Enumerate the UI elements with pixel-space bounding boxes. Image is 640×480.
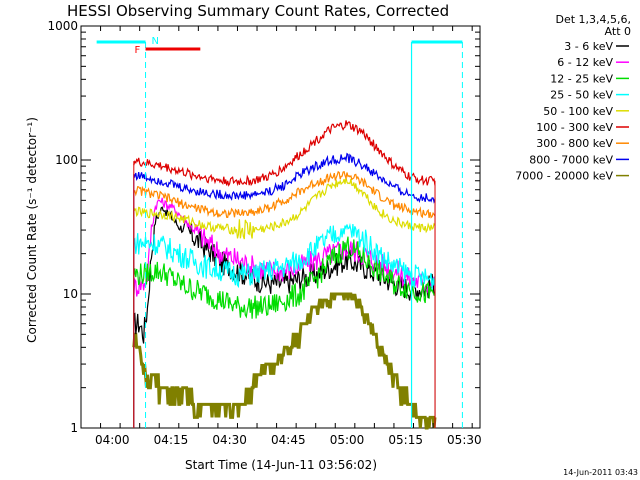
y-tick-label: 1 (70, 421, 78, 435)
legend-entry: 300 - 800 keV (536, 137, 613, 150)
x-tick-label: 04:45 (271, 433, 306, 447)
y-tick-label: 10 (63, 287, 78, 301)
y-tick-label: 1000 (47, 19, 78, 33)
timestamp: 14-Jun-2011 03:43 (563, 468, 638, 477)
legend-entry: 100 - 300 keV (536, 121, 613, 134)
plot-area: FN (80, 25, 481, 430)
series-line (133, 152, 436, 204)
y-tick-label: 100 (55, 153, 78, 167)
series-line (133, 170, 436, 219)
x-tick-label: 05:00 (330, 433, 365, 447)
legend-entry: 7000 - 20000 keV (515, 170, 613, 183)
plot-frame (80, 25, 481, 429)
series-line (133, 236, 436, 319)
series-line (133, 206, 436, 344)
y-axis-ticks: 1 10 100 1000 (47, 19, 480, 435)
legend-entry: 3 - 6 keV (564, 40, 613, 53)
x-tick-label: 04:30 (212, 433, 247, 447)
x-tick-label: 04:00 (95, 433, 130, 447)
legend-entry: 50 - 100 keV (543, 105, 613, 118)
x-tick-label: 04:15 (154, 433, 189, 447)
flag-label: F (135, 45, 141, 56)
legend-header: Det 1,3,4,5,6, (555, 13, 631, 26)
legend: Det 1,3,4,5,6,Att 0 3 - 6 keV 6 - 12 keV 12… (515, 13, 631, 183)
x-axis-ticks: 04:00 04:15 04:30 04:45 05:00 05:15 05:30 (95, 26, 482, 447)
legend-entry: 800 - 7000 keV (529, 153, 613, 166)
series-line (132, 292, 437, 430)
series-line (133, 222, 436, 290)
y-axis-label: Corrected Count Rate (s⁻¹ detector⁻¹) (25, 117, 39, 343)
legend-entry: 25 - 50 keV (550, 89, 613, 102)
flag-label: N (152, 36, 159, 47)
legend-entry: 6 - 12 keV (557, 56, 613, 69)
x-tick-label: 05:15 (388, 433, 423, 447)
series-line (133, 120, 436, 187)
x-axis-label: Start Time (14-Jun-11 03:56:02) (185, 458, 377, 472)
legend-header: Att 0 (605, 25, 631, 38)
chart-title: HESSI Observing Summary Count Rates, Cor… (67, 2, 449, 20)
series-line (133, 177, 436, 240)
x-tick-label: 05:30 (447, 433, 482, 447)
legend-entry: 12 - 25 keV (550, 72, 613, 85)
